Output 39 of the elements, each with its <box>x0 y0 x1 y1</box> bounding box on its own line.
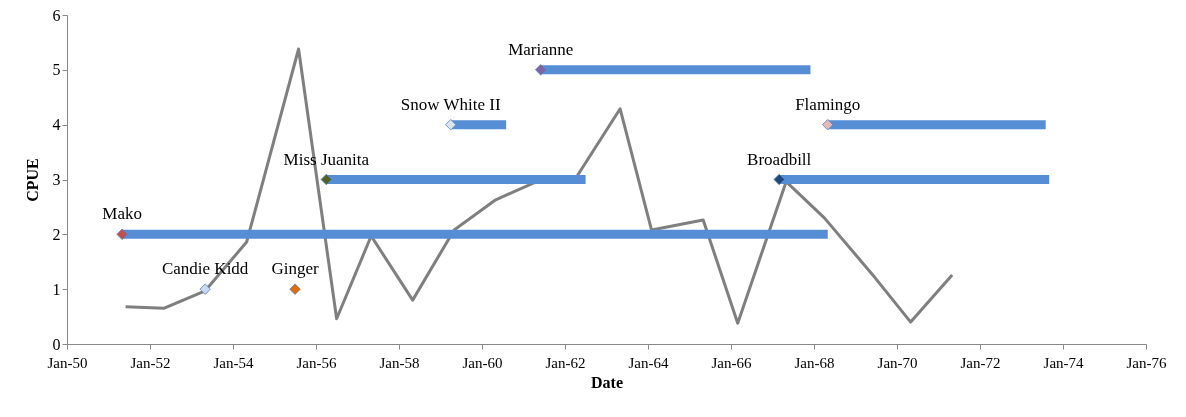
y-tick-label: 1 <box>52 280 61 298</box>
series-label: Snow White II <box>400 94 501 114</box>
y-tick-label: 5 <box>52 61 61 79</box>
point <box>822 119 834 131</box>
y-tick-label: 4 <box>52 116 61 134</box>
x-tick-label: Jan-70 <box>877 354 918 371</box>
y-tick-label: 0 <box>52 335 61 353</box>
x-tick-label: Jan-50 <box>47 354 88 371</box>
x-tick-label: Jan-58 <box>379 354 420 371</box>
point <box>116 228 128 240</box>
x-tick-label: Jan-68 <box>794 354 835 371</box>
x-tick-label: Jan-76 <box>1126 354 1167 371</box>
x-axis-title: Date <box>591 373 623 391</box>
x-tick-label: Jan-54 <box>213 354 254 371</box>
y-tick-label: 3 <box>52 171 61 188</box>
x-tick-label: Jan-62 <box>545 354 586 371</box>
x-tick-label: Jan-74 <box>1043 354 1085 371</box>
point <box>320 173 332 186</box>
series-label: Candie Kidd <box>161 259 249 279</box>
series-label: Mako <box>102 204 142 224</box>
series-label: Marianne <box>508 39 574 59</box>
x-tick-label: Jan-52 <box>130 354 171 371</box>
point <box>445 119 457 131</box>
point <box>773 173 785 186</box>
point <box>199 283 211 295</box>
y-axis-title: CPUE <box>23 158 41 202</box>
point <box>289 283 301 295</box>
x-tick-label: Jan-56 <box>296 354 337 371</box>
y-tick-label: 6 <box>52 6 61 24</box>
x-tick-label: Jan-60 <box>462 354 503 371</box>
series-label: Flamingo <box>795 94 861 114</box>
series-label: Miss Juanita <box>283 149 370 169</box>
point <box>535 64 547 76</box>
x-tick-label: Jan-66 <box>711 354 753 371</box>
series-label: Ginger <box>271 259 319 279</box>
y-tick-label: 2 <box>52 225 61 243</box>
series-label: Broadbill <box>747 149 812 169</box>
x-tick-label: Jan-64 <box>628 354 669 371</box>
x-tick-label: Jan-72 <box>960 354 1001 371</box>
